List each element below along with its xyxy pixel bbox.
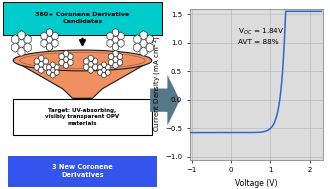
Polygon shape [106,64,110,70]
Polygon shape [18,31,25,40]
Polygon shape [140,47,147,56]
Polygon shape [50,67,55,73]
Polygon shape [112,36,119,44]
Polygon shape [63,56,69,63]
Polygon shape [73,98,92,116]
FancyBboxPatch shape [13,99,152,135]
Polygon shape [52,39,58,47]
X-axis label: Voltage (V): Voltage (V) [235,179,278,188]
Polygon shape [24,35,31,44]
Polygon shape [68,59,73,66]
Polygon shape [13,60,152,98]
Polygon shape [12,43,19,52]
Polygon shape [113,50,118,57]
Polygon shape [46,36,53,44]
Polygon shape [63,50,69,57]
Polygon shape [134,43,141,52]
Text: 3 New Coronene
Derivatives: 3 New Coronene Derivatives [52,164,113,178]
Polygon shape [93,64,98,71]
Polygon shape [140,31,147,40]
Polygon shape [113,62,118,69]
Polygon shape [47,64,51,70]
Polygon shape [150,75,180,125]
Ellipse shape [13,50,152,71]
Polygon shape [52,32,58,40]
Polygon shape [102,62,106,68]
Text: Target: UV-absorbing,
visibly transparent OPV
materials: Target: UV-absorbing, visibly transparen… [46,108,119,125]
Polygon shape [107,32,113,40]
Polygon shape [50,62,55,68]
Polygon shape [93,58,98,65]
Polygon shape [146,43,153,52]
Polygon shape [98,64,102,70]
Polygon shape [84,64,89,71]
Polygon shape [113,56,118,63]
FancyBboxPatch shape [3,2,162,35]
Y-axis label: Current Density (mA cm$^{-2}$): Current Density (mA cm$^{-2}$) [151,36,164,132]
Polygon shape [88,61,93,68]
Polygon shape [34,64,39,71]
Polygon shape [43,58,48,65]
Polygon shape [102,72,106,78]
Polygon shape [106,70,110,76]
Polygon shape [134,35,141,44]
Polygon shape [68,53,73,60]
Polygon shape [63,62,69,69]
Polygon shape [109,59,114,66]
FancyBboxPatch shape [8,156,157,187]
Polygon shape [54,70,59,76]
Polygon shape [39,67,44,74]
Polygon shape [109,53,114,60]
Polygon shape [88,67,93,74]
Polygon shape [41,32,47,40]
Polygon shape [117,53,122,60]
Text: 360+ Coronene Derivative
Candidates: 360+ Coronene Derivative Candidates [35,12,130,24]
Polygon shape [34,58,39,65]
Polygon shape [112,43,119,51]
Polygon shape [50,72,55,78]
Polygon shape [146,35,153,44]
Polygon shape [84,58,89,65]
Polygon shape [39,55,44,62]
Polygon shape [88,55,93,62]
Polygon shape [98,70,102,76]
Polygon shape [46,28,53,37]
Polygon shape [41,39,47,47]
Polygon shape [39,61,44,68]
Polygon shape [118,39,124,47]
Text: V$_{OC}$ = 1.84V
AVT = 88%: V$_{OC}$ = 1.84V AVT = 88% [238,27,284,45]
Polygon shape [12,35,19,44]
Polygon shape [46,43,53,51]
Polygon shape [18,47,25,56]
Polygon shape [59,53,64,60]
Polygon shape [18,39,25,48]
Polygon shape [118,32,124,40]
Polygon shape [117,59,122,66]
Polygon shape [54,64,59,70]
Polygon shape [43,64,48,71]
Polygon shape [107,39,113,47]
Ellipse shape [73,113,92,119]
Polygon shape [102,67,106,73]
Polygon shape [59,59,64,66]
Polygon shape [24,43,31,52]
Polygon shape [112,28,119,37]
Polygon shape [140,39,147,48]
Polygon shape [47,70,51,76]
